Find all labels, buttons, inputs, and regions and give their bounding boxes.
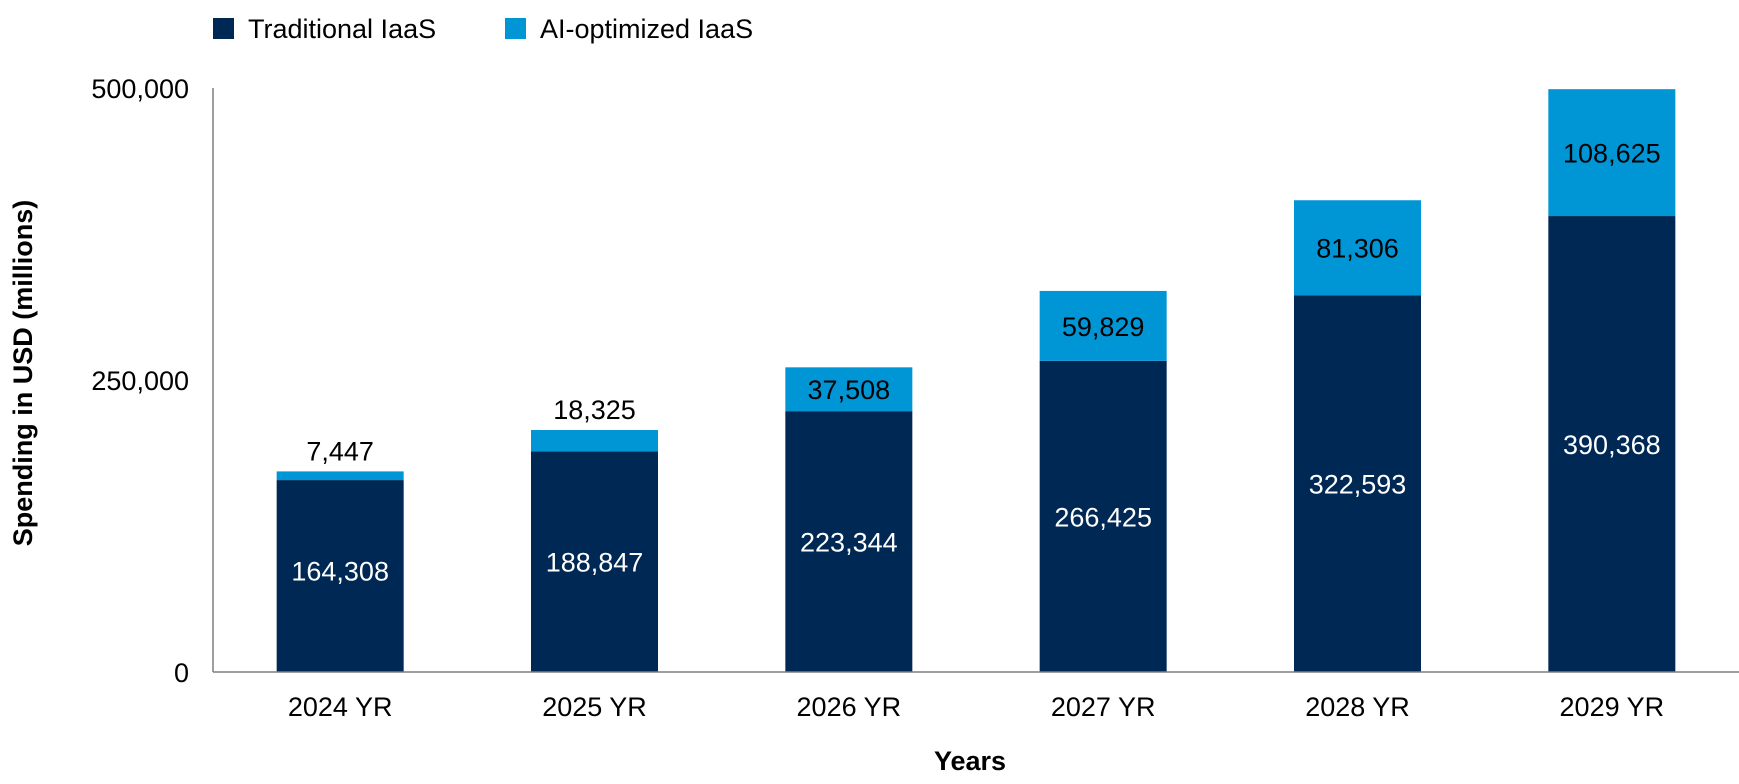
chart-legend: Traditional IaaS AI-optimized IaaS <box>213 14 753 44</box>
data-label-ai-optimized-1: 7,447 <box>306 436 374 466</box>
bar-traditional-1 <box>276 480 404 672</box>
x-tick-label-2: 2025 YR <box>542 692 647 722</box>
bar-ai-optimized-2 <box>531 430 658 452</box>
data-label-traditional-3: 223,344 <box>800 528 898 558</box>
x-axis-ticks: 2024 YR 2025 YR 2026 YR 2027 YR 2028 YR 2029 … <box>288 692 1664 722</box>
x-tick-label-3: 2026 YR <box>797 692 902 722</box>
y-tick-label: 0 <box>174 658 189 688</box>
x-axis-title: Years <box>934 746 1006 776</box>
data-label-traditional-2: 188,847 <box>546 548 644 578</box>
bar-ai-optimized-1 <box>276 471 404 481</box>
x-tick-label-5: 2028 YR <box>1305 692 1410 722</box>
chart-axes <box>212 88 1739 673</box>
data-label-traditional-6: 390,368 <box>1563 430 1661 460</box>
data-label-ai-optimized-4: 59,829 <box>1062 312 1145 342</box>
data-label-traditional-4: 266,425 <box>1054 502 1152 532</box>
bar-series-group: 164,308 7,447 188,847 18,325 223,344 37,508 26… <box>276 89 1676 672</box>
x-tick-label-6: 2029 YR <box>1560 692 1665 722</box>
bar-ai-optimized-4 <box>1039 290 1167 361</box>
bar-traditional-4 <box>1039 360 1167 672</box>
legend-swatch-1 <box>213 18 234 39</box>
legend-label-1: Traditional IaaS <box>248 14 436 44</box>
data-label-traditional-1: 164,308 <box>291 556 389 586</box>
bar-ai-optimized-5 <box>1294 200 1421 296</box>
bar-traditional-3 <box>785 411 913 672</box>
data-label-ai-optimized-6: 108,625 <box>1563 139 1661 169</box>
data-label-ai-optimized-2: 18,325 <box>553 395 636 425</box>
bar-traditional-6 <box>1548 216 1676 672</box>
bar-ai-optimized-3 <box>785 367 913 412</box>
y-axis-title: Spending in USD (millions) <box>8 200 38 547</box>
y-tick-label: 250,000 <box>91 366 189 396</box>
x-tick-label-1: 2024 YR <box>288 692 393 722</box>
legend-label-2: AI-optimized IaaS <box>540 14 753 44</box>
bar-traditional-5 <box>1294 295 1421 672</box>
legend-swatch-2 <box>505 18 526 39</box>
data-label-traditional-5: 322,593 <box>1309 470 1407 500</box>
y-tick-label: 500,000 <box>91 74 189 104</box>
data-label-ai-optimized-5: 81,306 <box>1316 234 1399 264</box>
x-tick-label-4: 2027 YR <box>1051 692 1156 722</box>
y-axis-ticks: 0 250,000 500,000 <box>91 74 189 688</box>
data-label-ai-optimized-3: 37,508 <box>808 375 891 405</box>
bar-ai-optimized-6 <box>1548 89 1676 217</box>
bar-traditional-2 <box>531 451 658 672</box>
